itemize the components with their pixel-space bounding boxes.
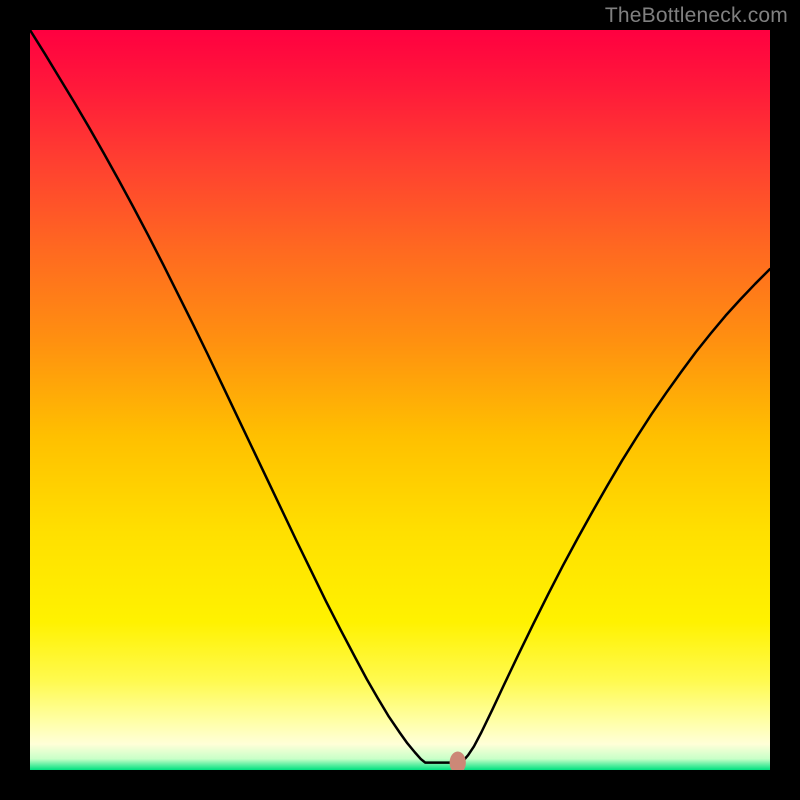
watermark-text: TheBottleneck.com [605, 4, 788, 28]
plot-area [30, 30, 770, 770]
plot-svg [30, 30, 770, 770]
plot-background [30, 30, 770, 770]
chart-frame: TheBottleneck.com [0, 0, 800, 800]
